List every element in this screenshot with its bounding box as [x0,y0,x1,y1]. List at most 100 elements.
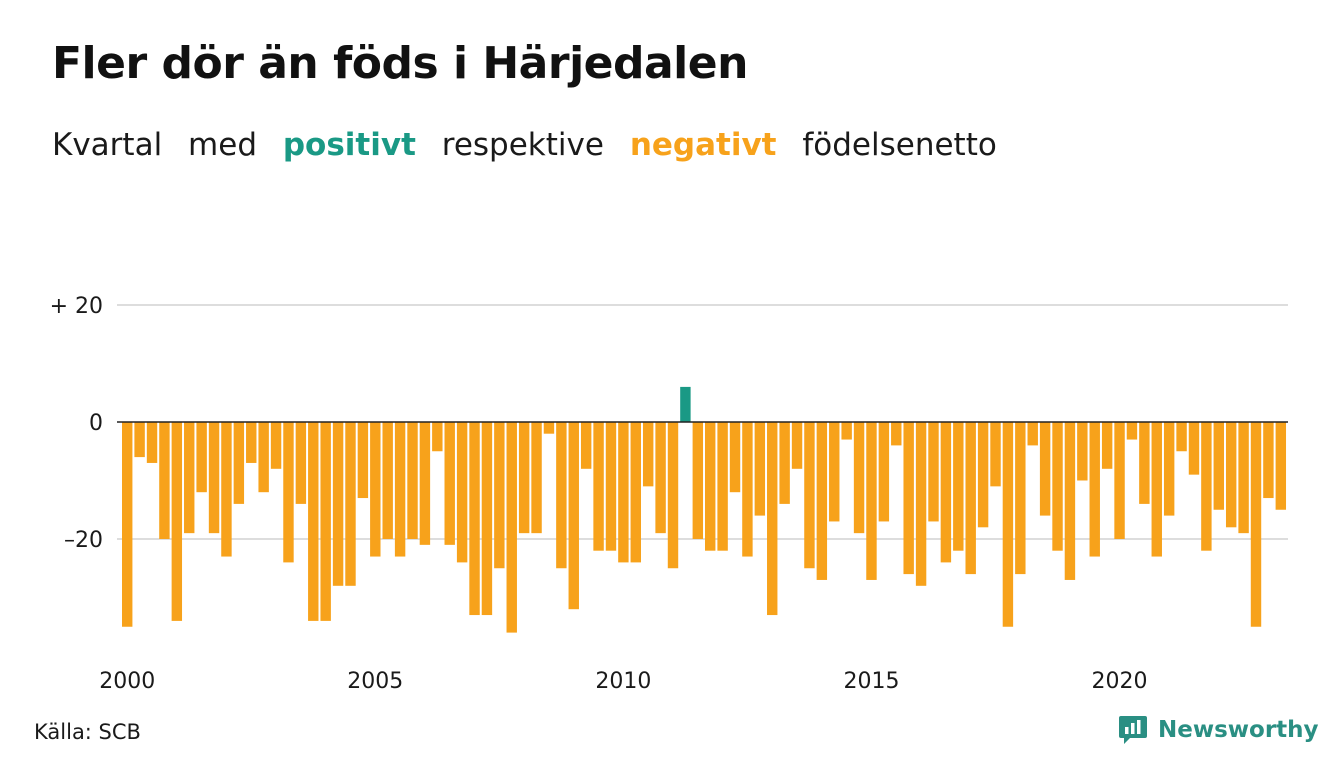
bar-negative [642,422,654,487]
bar-negative [159,422,170,539]
bar-negative [270,422,282,469]
subtitle-word-kvartal: Kvartal [52,127,163,163]
bar-negative [953,422,964,551]
bar-negative [1201,422,1212,551]
bar-negative [593,422,604,551]
x-tick-label: 2000 [99,669,155,694]
bar-negative [469,422,480,616]
bar-negative [717,422,728,551]
bar-negative [580,422,592,469]
bar-negative [605,422,617,551]
bar-negative [407,422,418,539]
bar-negative [1002,422,1014,627]
subtitle-word-med: med [188,127,257,163]
bar-negative [816,422,828,580]
bar-negative [1052,422,1063,551]
bar-negative [767,422,778,616]
bar-negative [990,422,1001,487]
bar-negative [878,422,890,522]
bar-negative [841,422,852,440]
bar-negative [791,422,803,469]
bar-negative [543,422,555,434]
bar-negative [295,422,307,504]
y-tick-label: 0 [89,411,103,436]
bar-negative [382,422,393,539]
bar-negative [494,422,505,569]
bar-negative [1089,422,1100,557]
bar-negative [308,422,319,621]
brand[interactable]: Newsworthy [1118,714,1319,746]
bar-negative [804,422,815,569]
y-tick-label: –20 [64,528,103,553]
bar-negative [345,422,356,586]
bar-negative [320,422,331,621]
bar-negative [246,422,257,463]
bar-negative [903,422,914,575]
bar-positive [680,386,691,422]
bar-negative [146,422,158,463]
bar-negative [568,422,579,610]
bar-negative [742,422,753,557]
brand-name: Newsworthy [1158,717,1319,743]
bar-negative [1213,422,1224,510]
bar-negative [754,422,766,516]
bar-negative [208,422,220,534]
bar-negative [1077,422,1088,481]
bar-negative [357,422,369,499]
bar-negative [965,422,976,575]
subtitle-negative-label: negativt [629,127,777,163]
chart-title: Fler dör än föds i Härjedalen [52,38,748,89]
bar-negative [915,422,927,586]
subtitle-word-fodelsenetto: födelsenetto [802,127,997,163]
bar-negative [692,422,704,539]
bar-negative [977,422,989,528]
bar-negative [122,422,133,627]
bar-negative [630,422,641,563]
bar-negative [1238,422,1249,534]
source-note: Källa: SCB [34,720,141,744]
bar-negative [1275,422,1287,510]
bar-negative [1114,422,1125,539]
bar-negative [779,422,790,504]
bar-negative [1188,422,1200,475]
x-tick-label: 2015 [843,669,899,694]
bar-negative [1101,422,1113,469]
bar-negative [928,422,939,522]
bar-negative [940,422,952,563]
bar-negative [506,422,517,633]
bar-negative [655,422,666,534]
bar-negative [419,422,431,545]
bar-negative [171,422,183,621]
newsworthy-logo-icon [1119,716,1147,744]
bar-negative [518,422,530,534]
bar-negative [1015,422,1026,575]
bar-negative [221,422,232,557]
x-tick-label: 2010 [595,669,651,694]
bar-negative [1250,422,1262,627]
chart-subtitle: Kvartal med positivt respektive negativt… [52,127,1013,163]
bar-negative [283,422,294,563]
bar-negative [891,422,902,446]
bar-negative [1163,422,1175,516]
bar-negative [1039,422,1051,516]
subtitle-positive-label: positivt [282,127,416,163]
y-tick-label: + 20 [50,294,103,319]
bar-negative [1126,422,1138,440]
x-tick-label: 2005 [347,669,403,694]
bar-negative [618,422,629,563]
bar-negative [184,422,195,534]
bar-negative [667,422,679,569]
bar-chart: + 20 0 –20 2000 2005 2010 2015 2020 [50,294,1288,694]
bar-negative [1225,422,1237,528]
bar-negative [1263,422,1274,499]
bar-negative [456,422,468,563]
bar-negative [332,422,344,586]
bar-negative [481,422,493,616]
bar-negative [829,422,840,522]
bar-negative [1139,422,1150,504]
bar-negative [370,422,381,557]
x-tick-label: 2020 [1092,669,1148,694]
bar-negative [1064,422,1076,580]
bar-negative [258,422,269,493]
bar-negative [196,422,207,493]
